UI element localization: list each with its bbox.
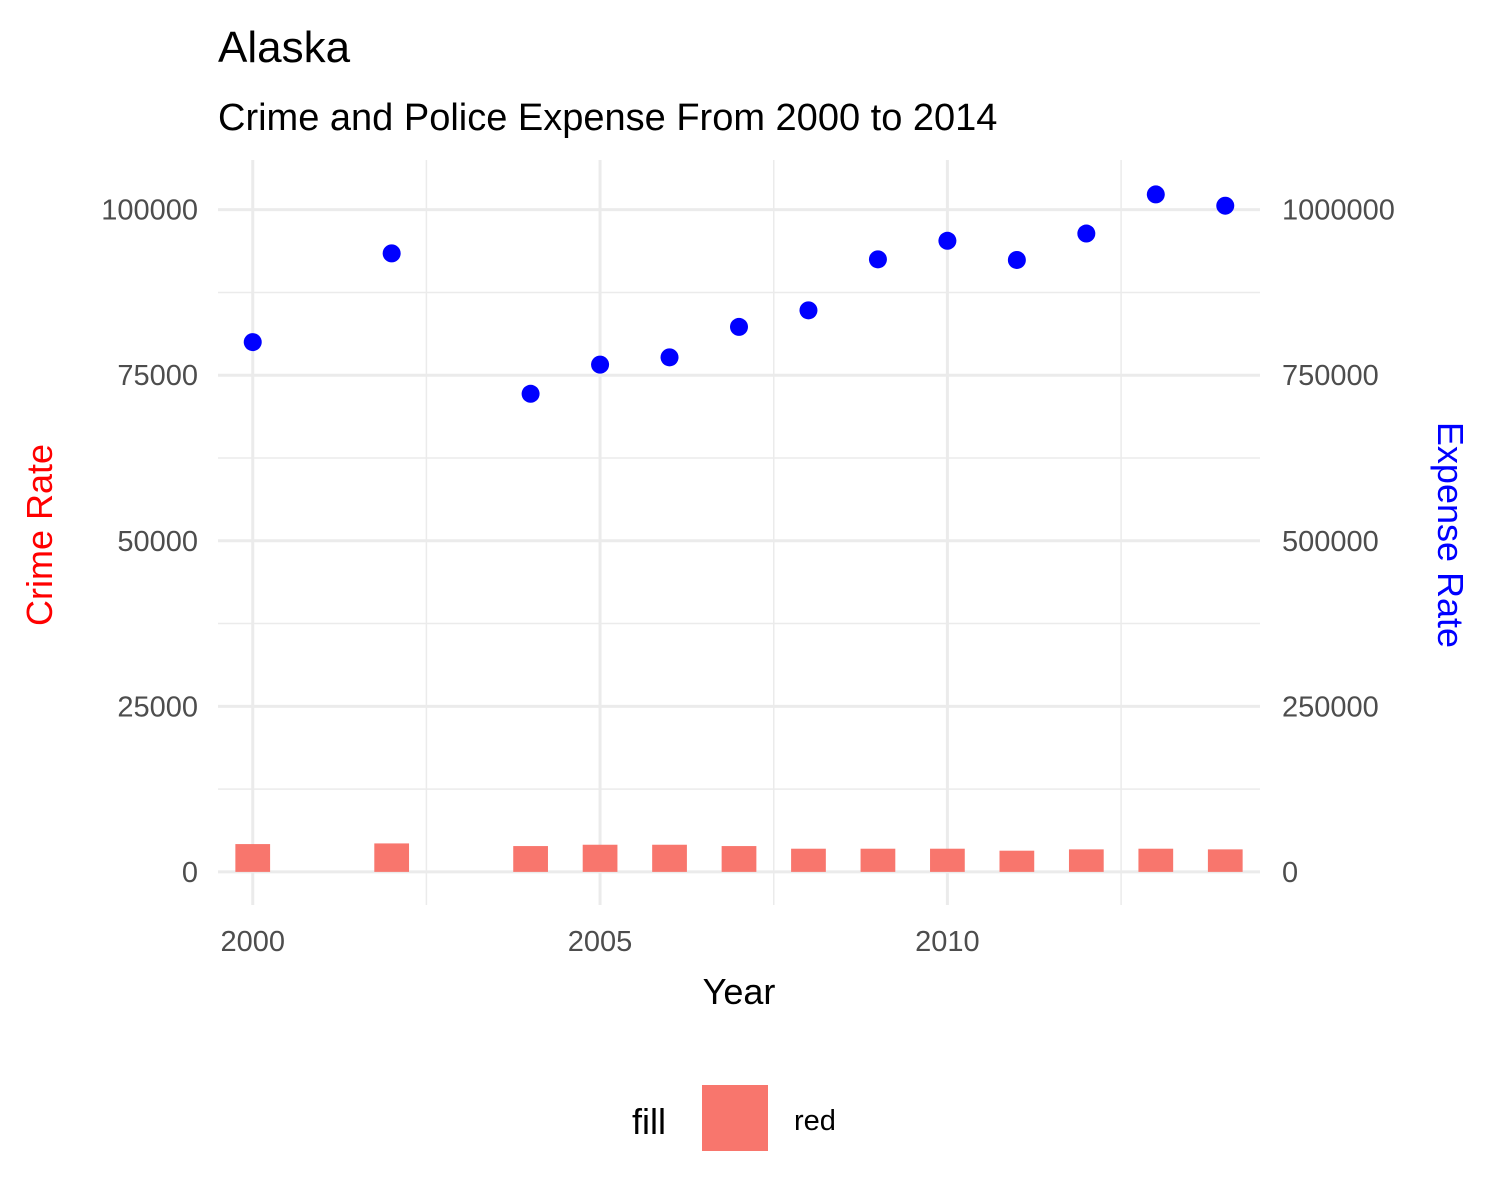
x-tick-label: 2010 <box>915 926 980 958</box>
bar-2000 <box>235 844 271 872</box>
y-right-tick-label: 0 <box>1282 857 1298 889</box>
legend-label-red: red <box>794 1105 836 1137</box>
y-right-tick-label: 500000 <box>1282 526 1379 558</box>
bar-2011 <box>999 850 1035 872</box>
y-right-tick-label: 250000 <box>1282 691 1379 723</box>
y-left-tick-label: 75000 <box>117 360 198 392</box>
point-2000 <box>243 333 262 352</box>
x-tick-label: 2005 <box>568 926 633 958</box>
legend: fill red <box>632 1085 836 1151</box>
point-2005 <box>591 355 610 374</box>
y-right-tick-label: 1000000 <box>1282 195 1395 227</box>
point-2006 <box>660 348 679 367</box>
bar-2002 <box>374 843 410 872</box>
y-axis-left-label: Crime Rate <box>19 444 60 626</box>
x-tick-labels: 2000 2005 2010 <box>220 926 979 958</box>
legend-title: fill <box>632 1101 666 1142</box>
point-2012 <box>1077 224 1096 243</box>
bar-2008 <box>791 848 826 872</box>
point-2004 <box>521 384 540 403</box>
bar-2014 <box>1207 849 1243 872</box>
y-axis-right-label: Expense Rate <box>1430 422 1471 648</box>
point-2009 <box>868 250 887 269</box>
y-left-tick-label: 50000 <box>117 526 198 558</box>
bar-series <box>235 843 1243 872</box>
x-axis-label: Year <box>703 971 776 1012</box>
chart-title: Alaska <box>218 23 351 72</box>
bar-2012 <box>1068 849 1104 872</box>
minor-gridlines <box>218 160 1260 905</box>
point-2010 <box>938 231 957 250</box>
y-right-tick-label: 750000 <box>1282 360 1379 392</box>
y-left-tick-label: 25000 <box>117 691 198 723</box>
bar-2006 <box>652 844 687 872</box>
point-2002 <box>382 244 401 263</box>
point-2007 <box>730 317 748 336</box>
point-2008 <box>799 301 818 320</box>
bar-2005 <box>582 844 618 872</box>
left-y-tick-labels: 0 25000 50000 75000 100000 <box>101 195 198 889</box>
y-left-tick-label: 100000 <box>101 195 198 227</box>
bar-2013 <box>1138 848 1174 872</box>
bar-2007 <box>721 846 757 872</box>
point-2011 <box>1007 250 1026 269</box>
bar-2010 <box>930 848 965 872</box>
bar-2004 <box>513 846 548 872</box>
legend-key-red <box>702 1085 768 1151</box>
major-gridlines <box>218 160 1260 905</box>
point-2014 <box>1216 196 1235 215</box>
y-left-tick-label: 0 <box>182 857 198 889</box>
point-2013 <box>1146 185 1165 204</box>
right-y-tick-labels: 0 250000 500000 750000 1000000 <box>1282 195 1395 889</box>
bar-2009 <box>860 848 896 872</box>
point-series <box>243 185 1235 403</box>
chart-subtitle: Crime and Police Expense From 2000 to 20… <box>218 97 997 139</box>
x-tick-label: 2000 <box>220 926 285 958</box>
